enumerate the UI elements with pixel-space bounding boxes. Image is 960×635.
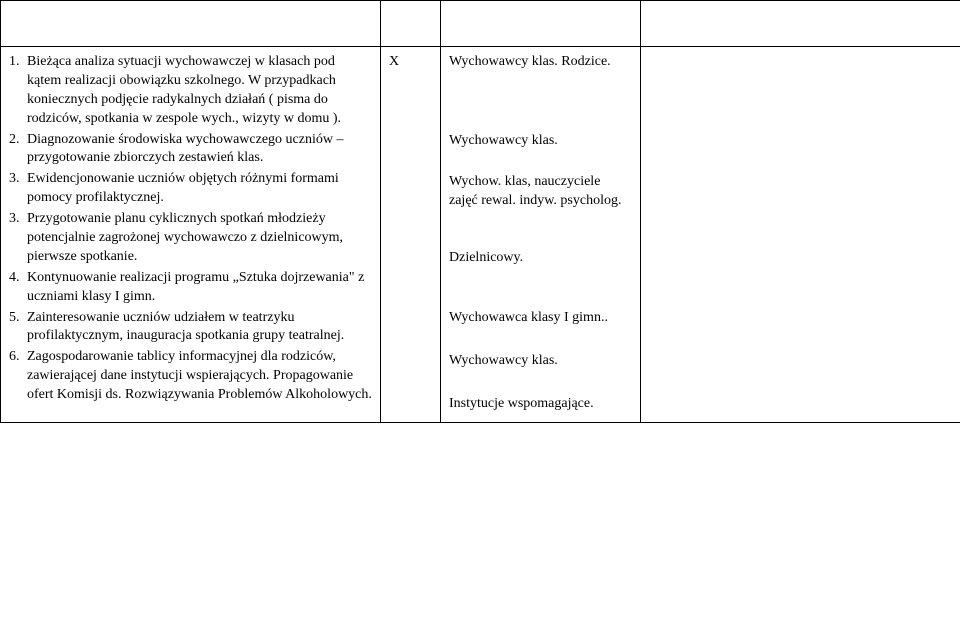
task-text: Zainteresowanie uczniów udziałem w teatr… (27, 309, 372, 347)
task-number: 3. (9, 210, 27, 267)
responsible-item: Instytucje wspomagające. (449, 373, 632, 414)
task-number: 1. (9, 53, 27, 129)
responsible-item: Wychowawcy klas. (449, 74, 632, 151)
cell-responsible: Wychowawcy klas. Rodzice. Wychowawcy klas… (441, 47, 641, 423)
task-item: 2.Diagnozowanie środowiska wychowawczego… (9, 131, 372, 169)
task-number: 5. (9, 309, 27, 347)
task-text: Ewidencjonowanie uczniów objętych różnym… (27, 170, 372, 208)
cell-empty (441, 1, 641, 47)
cell-mark: X (381, 47, 441, 423)
responsible-item: Wychowawcy klas. Rodzice. (449, 53, 632, 72)
task-text: Zagospodarowanie tablicy informacyjnej d… (27, 348, 372, 405)
task-number: 6. (9, 348, 27, 405)
task-number: 3. (9, 170, 27, 208)
responsible-item: Wychowawca klasy I gimn.. (449, 269, 632, 328)
task-text: Bieżąca analiza sytuacji wychowawczej w … (27, 53, 372, 129)
task-item: 5.Zainteresowanie uczniów udziałem w tea… (9, 309, 372, 347)
document-table: 1.Bieżąca analiza sytuacji wychowawczej … (0, 0, 960, 423)
task-number: 4. (9, 269, 27, 307)
table-row: 1.Bieżąca analiza sytuacji wychowawczej … (1, 47, 960, 423)
task-text: Kontynuowanie realizacji programu „Sztuk… (27, 269, 372, 307)
task-item: 4.Kontynuowanie realizacji programu „Szt… (9, 269, 372, 307)
responsible-item: Wychow. klas, nauczyciele zajęć rewal. i… (449, 153, 632, 211)
task-item: 3.Przygotowanie planu cyklicznych spotka… (9, 210, 372, 267)
responsible-item: Dzielnicowy. (449, 213, 632, 268)
task-text: Przygotowanie planu cyklicznych spotkań … (27, 210, 372, 267)
task-text: Diagnozowanie środowiska wychowawczego u… (27, 131, 372, 169)
task-item: 1.Bieżąca analiza sytuacji wychowawczej … (9, 53, 372, 129)
cell-tasks: 1.Bieżąca analiza sytuacji wychowawczej … (1, 47, 381, 423)
table-row (1, 1, 960, 47)
mark-x: X (389, 54, 399, 69)
cell-empty (641, 47, 960, 423)
task-list: 1.Bieżąca analiza sytuacji wychowawczej … (9, 53, 372, 405)
responsible-item: Wychowawcy klas. (449, 330, 632, 371)
cell-empty (641, 1, 960, 47)
cell-empty (381, 1, 441, 47)
task-item: 3.Ewidencjonowanie uczniów objętych różn… (9, 170, 372, 208)
task-item: 6.Zagospodarowanie tablicy informacyjnej… (9, 348, 372, 405)
task-number: 2. (9, 131, 27, 169)
cell-empty (1, 1, 381, 47)
